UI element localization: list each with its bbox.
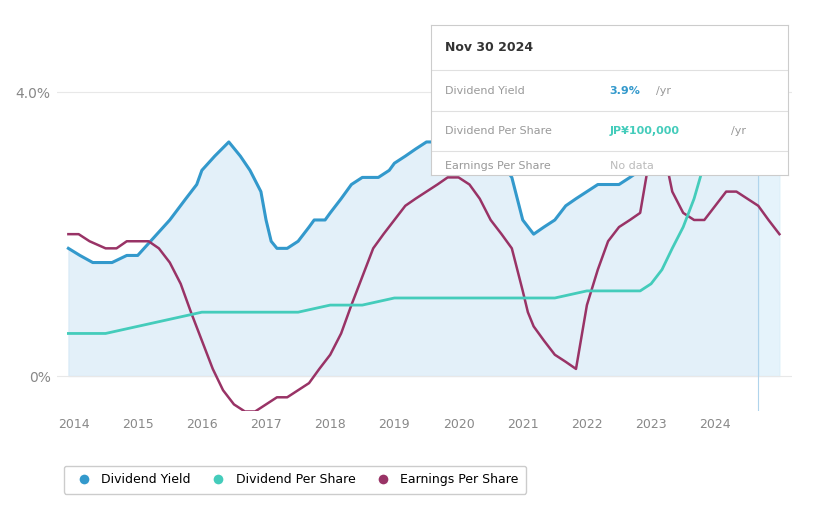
Text: Past: Past: [761, 116, 785, 125]
Text: /yr: /yr: [656, 85, 671, 96]
Text: Dividend Per Share: Dividend Per Share: [445, 126, 553, 136]
Text: JP¥100,000: JP¥100,000: [609, 126, 680, 136]
Text: /yr: /yr: [731, 126, 746, 136]
Legend: Dividend Yield, Dividend Per Share, Earnings Per Share: Dividend Yield, Dividend Per Share, Earn…: [64, 465, 526, 494]
Text: No data: No data: [609, 161, 654, 171]
Text: Nov 30 2024: Nov 30 2024: [445, 41, 534, 54]
Text: Earnings Per Share: Earnings Per Share: [445, 161, 551, 171]
Text: 3.9%: 3.9%: [609, 85, 640, 96]
Text: Dividend Yield: Dividend Yield: [445, 85, 525, 96]
